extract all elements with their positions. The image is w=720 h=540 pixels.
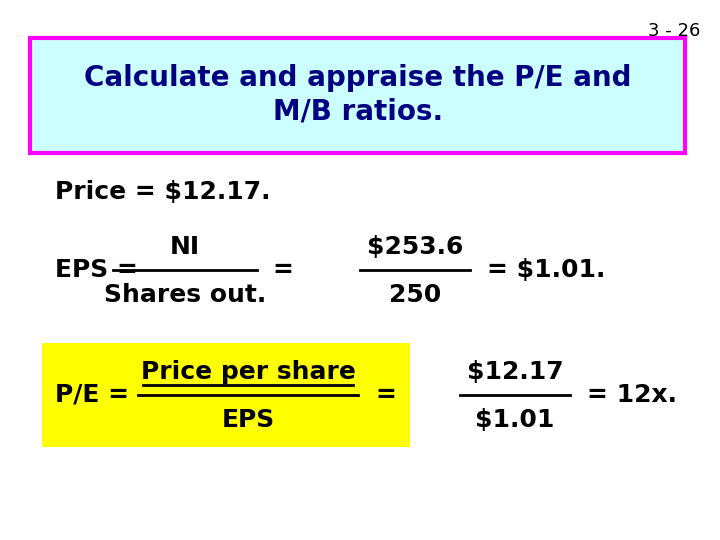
FancyBboxPatch shape	[42, 343, 410, 447]
Text: Calculate and appraise the P/E and: Calculate and appraise the P/E and	[84, 64, 631, 92]
Text: $1.01: $1.01	[475, 408, 554, 432]
Text: P/E =: P/E =	[55, 383, 138, 407]
Text: Shares out.: Shares out.	[104, 283, 266, 307]
Text: Price = $12.17.: Price = $12.17.	[55, 180, 271, 204]
Text: $253.6: $253.6	[366, 235, 463, 259]
Text: Price per share: Price per share	[140, 360, 356, 384]
Text: EPS: EPS	[221, 408, 274, 432]
Text: = $1.01.: = $1.01.	[487, 258, 606, 282]
Text: M/B ratios.: M/B ratios.	[273, 98, 443, 126]
Text: 3 - 26: 3 - 26	[647, 22, 700, 40]
Text: $12.17: $12.17	[467, 360, 563, 384]
Text: 250: 250	[389, 283, 441, 307]
Text: =: =	[273, 258, 294, 282]
Text: EPS =: EPS =	[55, 258, 147, 282]
Text: NI: NI	[170, 235, 200, 259]
Text: = 12x.: = 12x.	[587, 383, 677, 407]
Text: =: =	[376, 383, 397, 407]
FancyBboxPatch shape	[30, 38, 685, 153]
